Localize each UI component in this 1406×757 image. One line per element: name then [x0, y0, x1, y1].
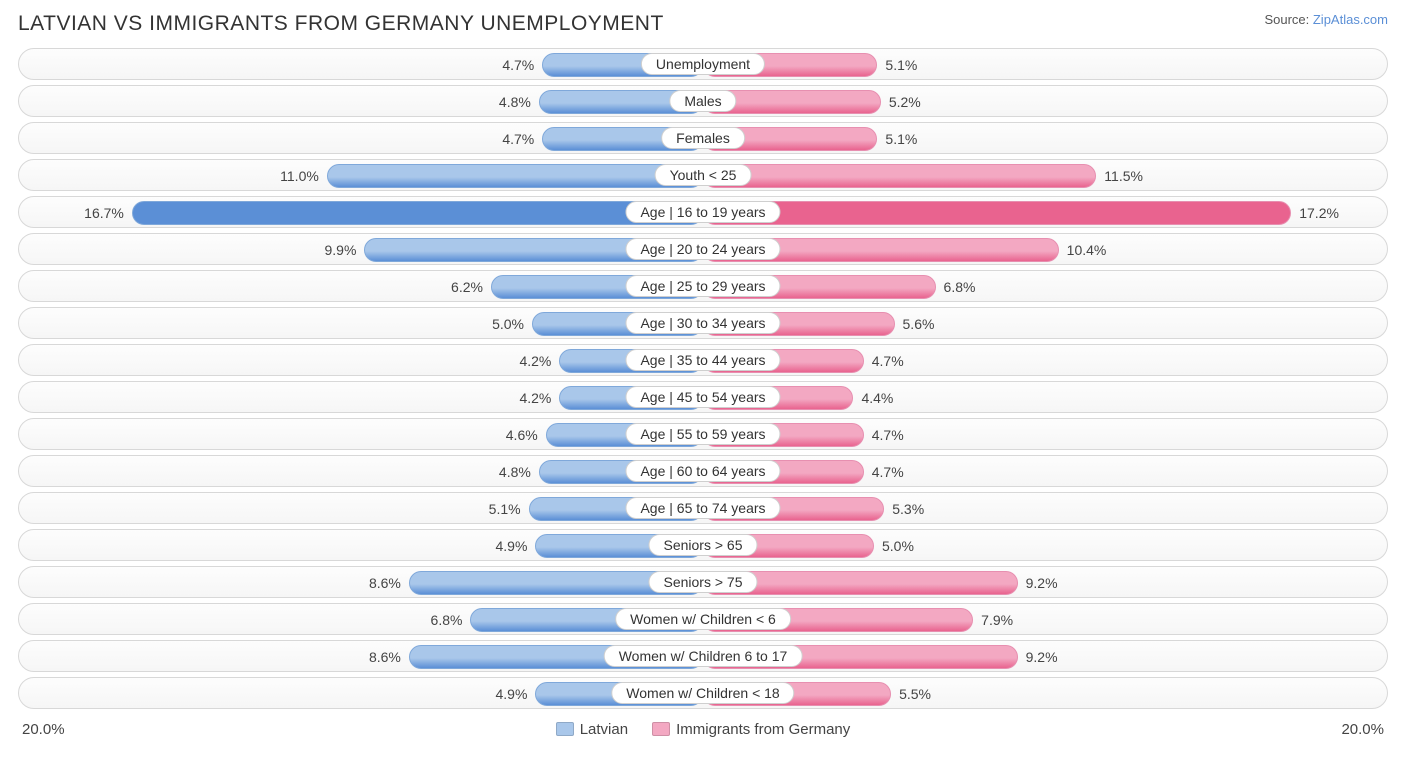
value-label-left: 4.8%: [499, 456, 539, 488]
value-label-right: 4.7%: [864, 456, 904, 488]
value-label-left: 4.8%: [499, 86, 539, 118]
category-label: Age | 25 to 29 years: [625, 275, 780, 297]
legend-item-right: Immigrants from Germany: [652, 721, 850, 738]
value-label-right: 17.2%: [1291, 197, 1339, 229]
value-label-left: 4.9%: [496, 530, 536, 562]
value-label-right: 5.1%: [877, 123, 917, 155]
value-label-left: 16.7%: [84, 197, 132, 229]
chart-row: 4.8% 4.7% Age | 60 to 64 years: [18, 455, 1388, 487]
category-label: Youth < 25: [655, 164, 752, 186]
value-label-left: 8.6%: [369, 567, 409, 599]
chart-row: 6.2% 6.8% Age | 25 to 29 years: [18, 270, 1388, 302]
category-label: Age | 20 to 24 years: [625, 238, 780, 260]
value-label-left: 4.7%: [502, 123, 542, 155]
bar-right: [703, 201, 1291, 225]
value-label-left: 4.6%: [506, 419, 546, 451]
chart-title: LATVIAN VS IMMIGRANTS FROM GERMANY UNEMP…: [18, 12, 664, 36]
category-label: Age | 35 to 44 years: [625, 349, 780, 371]
value-label-right: 5.3%: [884, 493, 924, 525]
bar-left: [132, 201, 703, 225]
value-label-left: 6.8%: [431, 604, 471, 636]
chart-row: 4.9% 5.5% Women w/ Children < 18: [18, 677, 1388, 709]
value-label-right: 9.2%: [1018, 641, 1058, 673]
chart-row: 8.6% 9.2% Women w/ Children 6 to 17: [18, 640, 1388, 672]
value-label-right: 11.5%: [1096, 160, 1143, 192]
chart-row: 6.8% 7.9% Women w/ Children < 6: [18, 603, 1388, 635]
value-label-left: 4.2%: [519, 345, 559, 377]
legend-label-right: Immigrants from Germany: [676, 721, 850, 738]
value-label-left: 4.9%: [496, 678, 536, 710]
diverging-bar-chart: 4.7% 5.1% Unemployment 4.8% 5.2% Males 4.7% 5.1…: [18, 48, 1388, 709]
value-label-right: 4.7%: [864, 419, 904, 451]
legend-swatch-right: [652, 722, 670, 736]
chart-row: 4.6% 4.7% Age | 55 to 59 years: [18, 418, 1388, 450]
axis-max-right: 20.0%: [1341, 721, 1384, 738]
bar-left: [327, 164, 703, 188]
chart-row: 4.7% 5.1% Females: [18, 122, 1388, 154]
legend-swatch-left: [556, 722, 574, 736]
value-label-right: 9.2%: [1018, 567, 1058, 599]
legend-item-left: Latvian: [556, 721, 628, 738]
category-label: Age | 45 to 54 years: [625, 386, 780, 408]
category-label: Age | 16 to 19 years: [625, 201, 780, 223]
value-label-right: 10.4%: [1059, 234, 1107, 266]
value-label-left: 8.6%: [369, 641, 409, 673]
value-label-left: 4.2%: [519, 382, 559, 414]
chart-row: 4.9% 5.0% Seniors > 65: [18, 529, 1388, 561]
value-label-left: 5.1%: [489, 493, 529, 525]
category-label: Unemployment: [641, 53, 765, 75]
chart-row: 16.7% 17.2% Age | 16 to 19 years: [18, 196, 1388, 228]
value-label-left: 11.0%: [280, 160, 327, 192]
axis-max-left: 20.0%: [22, 721, 65, 738]
category-label: Women w/ Children 6 to 17: [604, 645, 803, 667]
legend: Latvian Immigrants from Germany: [556, 721, 851, 738]
value-label-right: 4.7%: [864, 345, 904, 377]
value-label-right: 5.5%: [891, 678, 931, 710]
category-label: Seniors > 75: [649, 571, 758, 593]
value-label-right: 6.8%: [936, 271, 976, 303]
source-link[interactable]: ZipAtlas.com: [1313, 12, 1388, 27]
chart-row: 11.0% 11.5% Youth < 25: [18, 159, 1388, 191]
chart-row: 4.8% 5.2% Males: [18, 85, 1388, 117]
category-label: Females: [661, 127, 745, 149]
chart-row: 5.1% 5.3% Age | 65 to 74 years: [18, 492, 1388, 524]
value-label-right: 5.0%: [874, 530, 914, 562]
value-label-right: 5.6%: [895, 308, 935, 340]
chart-row: 5.0% 5.6% Age | 30 to 34 years: [18, 307, 1388, 339]
chart-row: 8.6% 9.2% Seniors > 75: [18, 566, 1388, 598]
category-label: Age | 30 to 34 years: [625, 312, 780, 334]
source-attribution: Source: ZipAtlas.com: [1264, 12, 1388, 27]
value-label-left: 9.9%: [325, 234, 365, 266]
category-label: Age | 60 to 64 years: [625, 460, 780, 482]
legend-label-left: Latvian: [580, 721, 628, 738]
source-prefix: Source:: [1264, 12, 1312, 27]
category-label: Women w/ Children < 6: [615, 608, 791, 630]
chart-row: 4.7% 5.1% Unemployment: [18, 48, 1388, 80]
value-label-left: 4.7%: [502, 49, 542, 81]
value-label-left: 5.0%: [492, 308, 532, 340]
chart-row: 9.9% 10.4% Age | 20 to 24 years: [18, 233, 1388, 265]
value-label-right: 5.2%: [881, 86, 921, 118]
chart-row: 4.2% 4.7% Age | 35 to 44 years: [18, 344, 1388, 376]
chart-row: 4.2% 4.4% Age | 45 to 54 years: [18, 381, 1388, 413]
bar-right: [703, 164, 1096, 188]
value-label-left: 6.2%: [451, 271, 491, 303]
category-label: Age | 55 to 59 years: [625, 423, 780, 445]
category-label: Males: [669, 90, 736, 112]
value-label-right: 5.1%: [877, 49, 917, 81]
value-label-right: 4.4%: [853, 382, 893, 414]
category-label: Women w/ Children < 18: [611, 682, 794, 704]
category-label: Age | 65 to 74 years: [625, 497, 780, 519]
category-label: Seniors > 65: [649, 534, 758, 556]
value-label-right: 7.9%: [973, 604, 1013, 636]
